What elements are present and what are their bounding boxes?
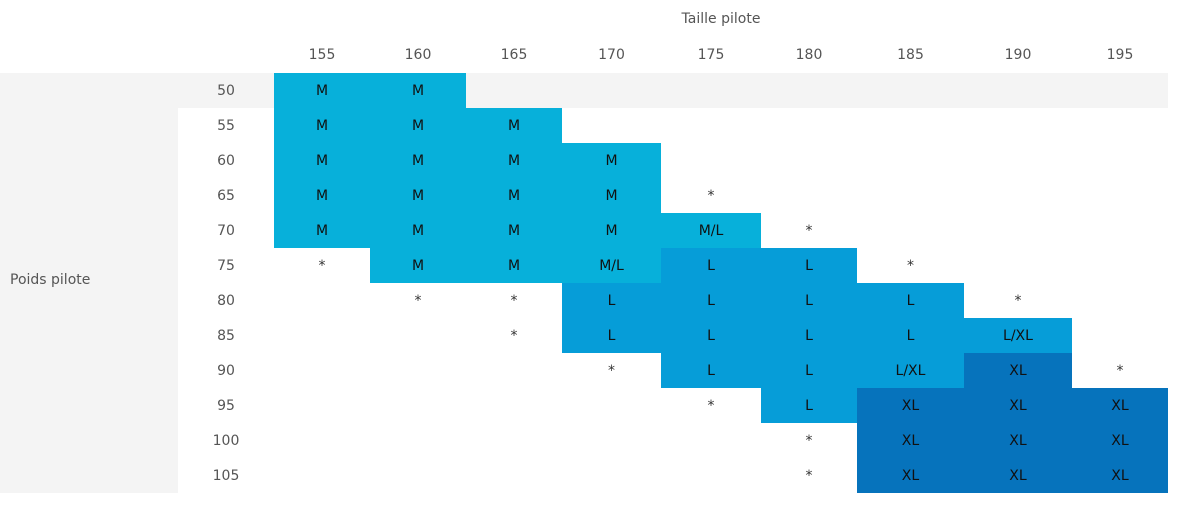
- size-cell: *: [805, 467, 813, 484]
- size-cell: *: [510, 327, 518, 344]
- row-label: 60: [217, 152, 235, 169]
- size-cell: M/L: [562, 248, 661, 283]
- row-label: 90: [217, 362, 235, 379]
- size-cell: XL: [857, 423, 964, 458]
- row-label: 100: [212, 432, 240, 449]
- size-cell: XL: [964, 388, 1072, 423]
- size-cell: L: [761, 353, 857, 388]
- size-cell: L: [661, 248, 761, 283]
- size-cell: M: [274, 143, 370, 178]
- column-header: 185: [897, 47, 924, 63]
- size-cell: L: [761, 248, 857, 283]
- size-cell: L: [562, 283, 661, 318]
- size-cell: *: [318, 257, 326, 274]
- size-cell: XL: [1072, 388, 1168, 423]
- column-header: 175: [697, 47, 725, 63]
- size-cell: XL: [964, 353, 1072, 388]
- size-cell: M: [274, 108, 370, 143]
- column-header: 195: [1106, 47, 1134, 63]
- size-cell: *: [907, 257, 914, 274]
- size-cell: XL: [1072, 458, 1168, 493]
- size-cell: *: [608, 362, 615, 379]
- row-label: 65: [217, 187, 235, 204]
- size-cell: XL: [1072, 423, 1168, 458]
- size-cell: M: [370, 213, 466, 248]
- size-cell: M: [466, 248, 562, 283]
- size-cell: L: [761, 283, 857, 318]
- row-label: 50: [217, 82, 235, 99]
- size-cell: XL: [857, 388, 964, 423]
- size-cell: L: [857, 283, 964, 318]
- row-header-title: Poids pilote: [10, 272, 91, 288]
- size-cell: *: [510, 292, 518, 309]
- column-header: 190: [1004, 47, 1032, 63]
- size-cell: L: [661, 283, 761, 318]
- size-cell: M: [562, 143, 661, 178]
- row-label: 85: [217, 327, 235, 344]
- size-cell: M: [370, 178, 466, 213]
- column-header: 155: [308, 47, 336, 63]
- size-cell: *: [805, 222, 813, 239]
- size-cell: *: [707, 187, 715, 204]
- size-cell: L: [761, 318, 857, 353]
- size-cell: L/XL: [857, 353, 964, 388]
- size-cell: M: [274, 178, 370, 213]
- size-cell: *: [1116, 362, 1124, 379]
- size-cell: M: [466, 143, 562, 178]
- size-cell: *: [414, 292, 422, 309]
- size-cell: M: [370, 108, 466, 143]
- size-cell: M: [466, 213, 562, 248]
- column-header-title: Taille pilote: [681, 11, 761, 27]
- size-cell: *: [1014, 292, 1022, 309]
- size-cell: L: [661, 353, 761, 388]
- size-cell: XL: [857, 458, 964, 493]
- column-header: 170: [598, 47, 625, 63]
- size-cell: M: [370, 73, 466, 108]
- size-cell: L: [562, 318, 661, 353]
- size-cell: M: [466, 178, 562, 213]
- size-cell: M: [466, 108, 562, 143]
- size-cell: M: [562, 178, 661, 213]
- size-cell: XL: [964, 423, 1072, 458]
- row-label: 95: [217, 397, 235, 414]
- row-label: 75: [217, 257, 235, 274]
- row-header-bg: [0, 73, 178, 493]
- row-label: 70: [217, 222, 235, 239]
- size-cell: M: [274, 213, 370, 248]
- size-cell: M: [370, 248, 466, 283]
- row-label: 105: [212, 467, 240, 484]
- size-cell: *: [805, 432, 813, 449]
- row-label: 55: [217, 117, 235, 134]
- size-cell: *: [707, 397, 715, 414]
- size-cell: L: [761, 388, 857, 423]
- size-cell: M/L: [661, 213, 761, 248]
- row-label: 80: [217, 292, 235, 309]
- size-cell: L/XL: [964, 318, 1072, 353]
- size-cell: XL: [964, 458, 1072, 493]
- size-cell: L: [661, 318, 761, 353]
- column-header: 180: [795, 47, 823, 63]
- first-row-bg: [0, 73, 1168, 108]
- size-cell: M: [370, 143, 466, 178]
- size-cell: M: [274, 73, 370, 108]
- size-cell: M: [562, 213, 661, 248]
- column-header: 160: [404, 47, 432, 63]
- column-header: 165: [500, 47, 528, 63]
- size-cell: L: [857, 318, 964, 353]
